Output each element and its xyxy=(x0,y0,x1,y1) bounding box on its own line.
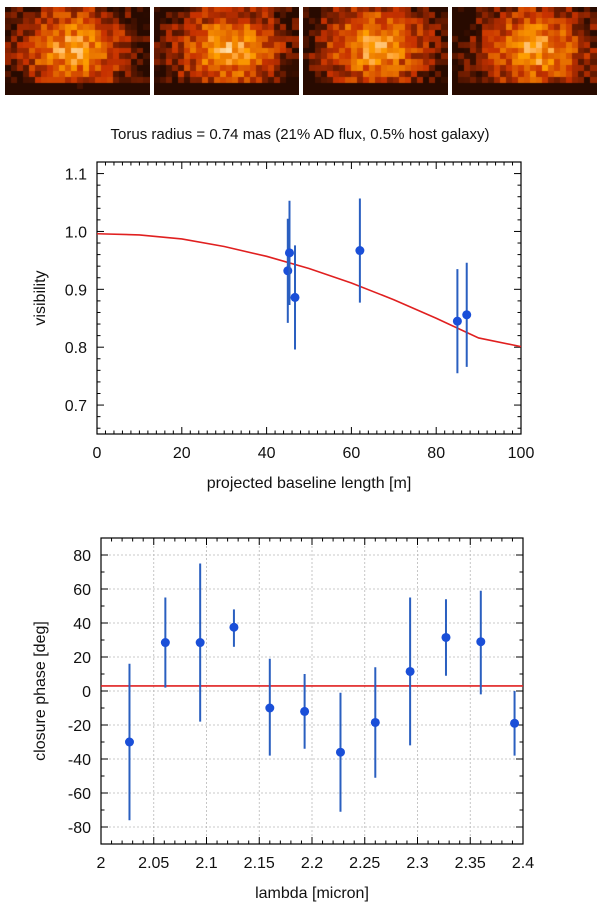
x-tick-label: 2.15 xyxy=(244,855,275,872)
y-axis-label: visibility xyxy=(32,270,49,325)
x-tick-label: 0 xyxy=(93,445,102,462)
data-point xyxy=(229,622,239,632)
y-tick-label: 0.8 xyxy=(65,340,87,357)
closure-phase-chart: 2 2.05 2.1 2.15 2.2 2.25 2.3 2.35 2.4 -80 -60 -40 -2… xyxy=(32,537,534,902)
data-point xyxy=(476,637,486,647)
y-tick-label: 20 xyxy=(73,650,91,667)
image-panel-4 xyxy=(452,7,597,95)
data-point xyxy=(300,706,310,716)
data-point xyxy=(405,666,415,676)
image-panels xyxy=(0,0,600,100)
plot-frame xyxy=(96,161,522,435)
x-tick-label: 2.05 xyxy=(138,855,169,872)
x-axis-label: lambda [micron] xyxy=(255,885,369,902)
data-point xyxy=(441,632,451,642)
data-point xyxy=(124,737,134,747)
x-tick-label: 2.3 xyxy=(406,855,428,872)
x-tick-label: 60 xyxy=(343,445,361,462)
y-tick-label: 1.1 xyxy=(65,167,87,184)
data-point xyxy=(335,747,345,757)
image-panel-2 xyxy=(154,7,299,95)
x-tick-label: 2.35 xyxy=(455,855,486,872)
x-tick-label: 80 xyxy=(427,445,445,462)
figure-title: Torus radius = 0.74 mas (21% AD flux, 0.… xyxy=(110,126,490,143)
y-tick-label: 80 xyxy=(73,548,91,565)
visibility-chart: 0 20 40 60 80 100 0.7 0.8 0.9 1.0 1.1 projected bas… xyxy=(32,161,535,492)
data-point xyxy=(160,638,170,648)
data-point xyxy=(284,248,294,258)
x-tick-label: 20 xyxy=(173,445,191,462)
y-tick-label: -60 xyxy=(68,786,91,803)
data-point xyxy=(290,292,300,302)
x-tick-label: 2.25 xyxy=(349,855,380,872)
y-tick-label: -40 xyxy=(68,752,91,769)
x-tick-label: 2.4 xyxy=(512,855,534,872)
image-panel-3 xyxy=(303,7,448,95)
model-line xyxy=(96,232,522,348)
y-tick-label: 40 xyxy=(73,616,91,633)
x-tick-label: 100 xyxy=(508,445,535,462)
y-axis-label: closure phase [deg] xyxy=(32,621,49,761)
y-tick-label: 60 xyxy=(73,582,91,599)
y-tick-label: -20 xyxy=(68,718,91,735)
data-point xyxy=(510,718,520,728)
x-tick-label: 2.1 xyxy=(195,855,217,872)
y-tick-label: -80 xyxy=(68,820,91,837)
data-point xyxy=(462,310,472,320)
data-point xyxy=(452,316,462,326)
plot-frame xyxy=(100,537,524,845)
x-tick-label: 2 xyxy=(97,855,106,872)
image-panel-1 xyxy=(5,7,150,95)
y-tick-label: 0 xyxy=(82,684,91,701)
y-tick-label: 0.7 xyxy=(65,398,87,415)
data-point xyxy=(283,266,293,276)
y-tick-label: 0.9 xyxy=(65,282,87,299)
data-point xyxy=(370,717,380,727)
x-axis-label: projected baseline length [m] xyxy=(207,475,412,492)
data-point xyxy=(195,638,205,648)
y-tick-label: 1.0 xyxy=(65,224,87,241)
data-point xyxy=(355,246,365,256)
x-tick-label: 40 xyxy=(258,445,276,462)
data-point xyxy=(265,703,275,713)
x-tick-label: 2.2 xyxy=(301,855,323,872)
